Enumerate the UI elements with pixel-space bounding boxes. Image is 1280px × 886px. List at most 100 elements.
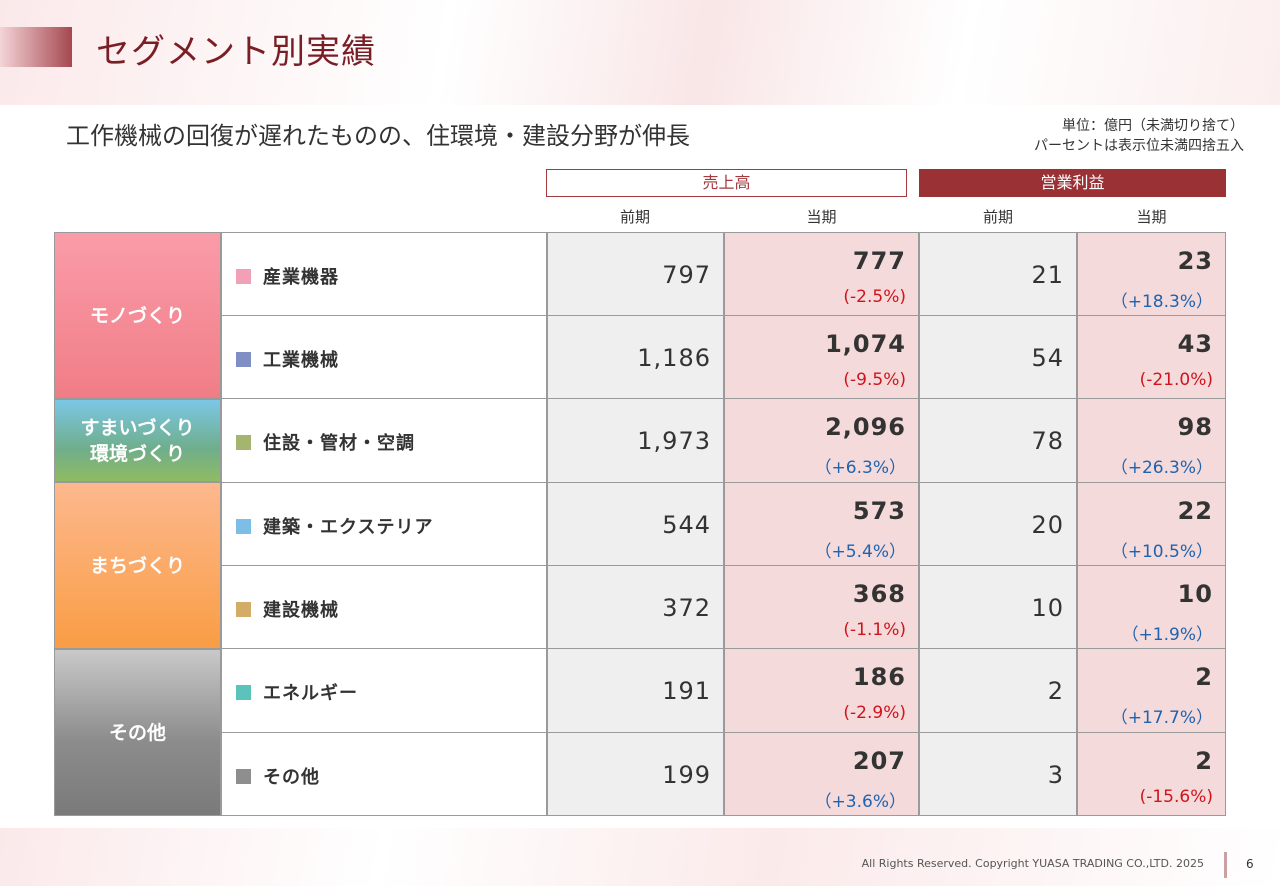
sales-prev-header: 前期 xyxy=(619,208,650,226)
profit-change-pct: （+26.3%） xyxy=(1110,458,1213,478)
copyright-text: All Rights Reserved. Copyright YUASA TRA… xyxy=(861,857,1204,870)
color-square-icon xyxy=(236,434,251,450)
sales-change-pct: (-1.1%) xyxy=(843,620,906,640)
row-label-cell: 建設機械 xyxy=(221,565,547,649)
sales-prev-value: 797 xyxy=(662,261,711,289)
profit-curr-value: 98 xyxy=(1177,413,1213,441)
row-label-cell: 住設・管材・空調 xyxy=(221,398,547,483)
footer-background xyxy=(0,828,1280,886)
profit-prev-value: 20 xyxy=(1031,511,1064,539)
profit-curr-value: 43 xyxy=(1177,330,1213,358)
sales-curr-cell: 777 (-2.5%) xyxy=(724,232,919,316)
profit-curr-cell: 43 (-21.0%) xyxy=(1077,315,1226,399)
profit-prev-value: 3 xyxy=(1047,761,1064,789)
sales-change-pct: (-2.5%) xyxy=(843,287,906,307)
segment-machizukuri: まちづくり xyxy=(54,482,221,649)
page-title: セグメント別実績 xyxy=(96,32,376,72)
segment-label-line-1: すまいづくり xyxy=(80,416,195,439)
row-label-cell: 工業機械 xyxy=(221,315,547,399)
row-label-cell: 建築・エクステリア xyxy=(221,482,547,566)
color-square-icon xyxy=(236,351,251,367)
profit-curr-cell: 22 （+10.5%） xyxy=(1077,482,1226,566)
color-square-icon xyxy=(236,768,251,784)
sales-change-pct: （+5.4%） xyxy=(814,542,906,562)
row-label: その他 xyxy=(263,767,320,788)
profit-prev-cell: 10 xyxy=(919,565,1077,649)
sales-prev-cell: 797 xyxy=(547,232,724,316)
row-label: 建築・エクステリア xyxy=(263,517,434,538)
sales-curr-cell: 2,096 （+6.3%） xyxy=(724,398,919,483)
row-label: 住設・管材・空調 xyxy=(263,433,415,454)
header-background xyxy=(0,0,1280,105)
sales-curr-cell: 1,074 (-9.5%) xyxy=(724,315,919,399)
segment-label: まちづくり xyxy=(89,554,185,577)
sales-prev-value: 1,973 xyxy=(637,427,711,455)
sales-curr-cell: 207 （+3.6%） xyxy=(724,732,919,816)
sales-curr-value: 1,074 xyxy=(825,330,906,358)
unit-note: 単位：億円（未満切り捨て） パーセントは表示位未満四捨五入 xyxy=(1034,116,1244,156)
profit-prev-cell: 78 xyxy=(919,398,1077,483)
row-label-cell: 産業機器 xyxy=(221,232,547,316)
sales-prev-value: 191 xyxy=(662,677,711,705)
row-label: 産業機器 xyxy=(263,267,339,288)
color-square-icon xyxy=(236,601,251,617)
profit-curr-cell: 23 （+18.3%） xyxy=(1077,232,1226,316)
row-label: 建設機械 xyxy=(263,600,339,621)
segment-label-line-2: 環境づくり xyxy=(89,442,185,465)
sales-prev-cell: 372 xyxy=(547,565,724,649)
sales-prev-cell: 544 xyxy=(547,482,724,566)
row-label-cell: その他 xyxy=(221,732,547,816)
page-number: 6 xyxy=(1246,857,1254,871)
slide-subtitle: 工作機械の回復が遅れたものの、住環境・建設分野が伸長 xyxy=(66,122,690,150)
sales-group-header: 売上高 xyxy=(546,169,907,197)
profit-prev-cell: 54 xyxy=(919,315,1077,399)
profit-prev-value: 78 xyxy=(1031,427,1064,455)
sales-change-pct: （+3.6%） xyxy=(814,792,906,812)
sales-prev-value: 372 xyxy=(662,594,711,622)
profit-curr-header: 当期 xyxy=(1136,208,1167,226)
profit-curr-cell: 2 (-15.6%) xyxy=(1077,732,1226,816)
profit-prev-cell: 2 xyxy=(919,648,1077,733)
profit-prev-value: 21 xyxy=(1031,261,1064,289)
unit-note-line-2: パーセントは表示位未満四捨五入 xyxy=(1034,138,1244,154)
profit-change-pct: （+1.9%） xyxy=(1121,625,1213,645)
unit-note-line-1: 単位：億円（未満切り捨て） xyxy=(1062,118,1244,134)
sales-change-pct: (-2.9%) xyxy=(843,703,906,723)
sales-prev-value: 199 xyxy=(662,761,711,789)
sales-curr-cell: 573 （+5.4%） xyxy=(724,482,919,566)
row-label: エネルギー xyxy=(263,683,358,704)
sales-curr-value: 368 xyxy=(852,580,906,608)
profit-prev-header: 前期 xyxy=(982,208,1013,226)
row-label: 工業機械 xyxy=(263,350,339,371)
sales-change-pct: （+6.3%） xyxy=(814,458,906,478)
profit-change-pct: (-21.0%) xyxy=(1139,370,1213,390)
color-square-icon xyxy=(236,518,251,534)
sales-curr-cell: 186 (-2.9%) xyxy=(724,648,919,733)
profit-curr-value: 10 xyxy=(1177,580,1213,608)
sales-curr-value: 207 xyxy=(852,747,906,775)
sales-curr-cell: 368 (-1.1%) xyxy=(724,565,919,649)
segment-other: その他 xyxy=(54,649,221,816)
profit-prev-value: 54 xyxy=(1031,344,1064,372)
color-square-icon xyxy=(236,684,251,700)
profit-curr-cell: 10 （+1.9%） xyxy=(1077,565,1226,649)
color-square-icon xyxy=(236,268,251,284)
page-divider xyxy=(1224,852,1227,878)
profit-group-header: 営業利益 xyxy=(919,169,1226,197)
sales-curr-value: 777 xyxy=(852,247,906,275)
profit-change-pct: （+10.5%） xyxy=(1110,542,1213,562)
profit-curr-value: 2 xyxy=(1195,747,1213,775)
profit-change-pct: （+18.3%） xyxy=(1110,292,1213,312)
segment-monozukuri: モノづくり xyxy=(54,232,221,399)
segment-label: その他 xyxy=(108,721,166,744)
sales-prev-cell: 191 xyxy=(547,648,724,733)
sales-prev-value: 544 xyxy=(662,511,711,539)
profit-change-pct: （+17.7%） xyxy=(1110,708,1213,728)
sales-curr-value: 2,096 xyxy=(825,413,906,441)
sales-curr-value: 573 xyxy=(852,497,906,525)
profit-curr-cell: 2 （+17.7%） xyxy=(1077,648,1226,733)
profit-change-pct: (-15.6%) xyxy=(1139,787,1213,807)
sales-curr-value: 186 xyxy=(852,663,906,691)
profit-prev-value: 10 xyxy=(1031,594,1064,622)
profit-prev-value: 2 xyxy=(1047,677,1064,705)
